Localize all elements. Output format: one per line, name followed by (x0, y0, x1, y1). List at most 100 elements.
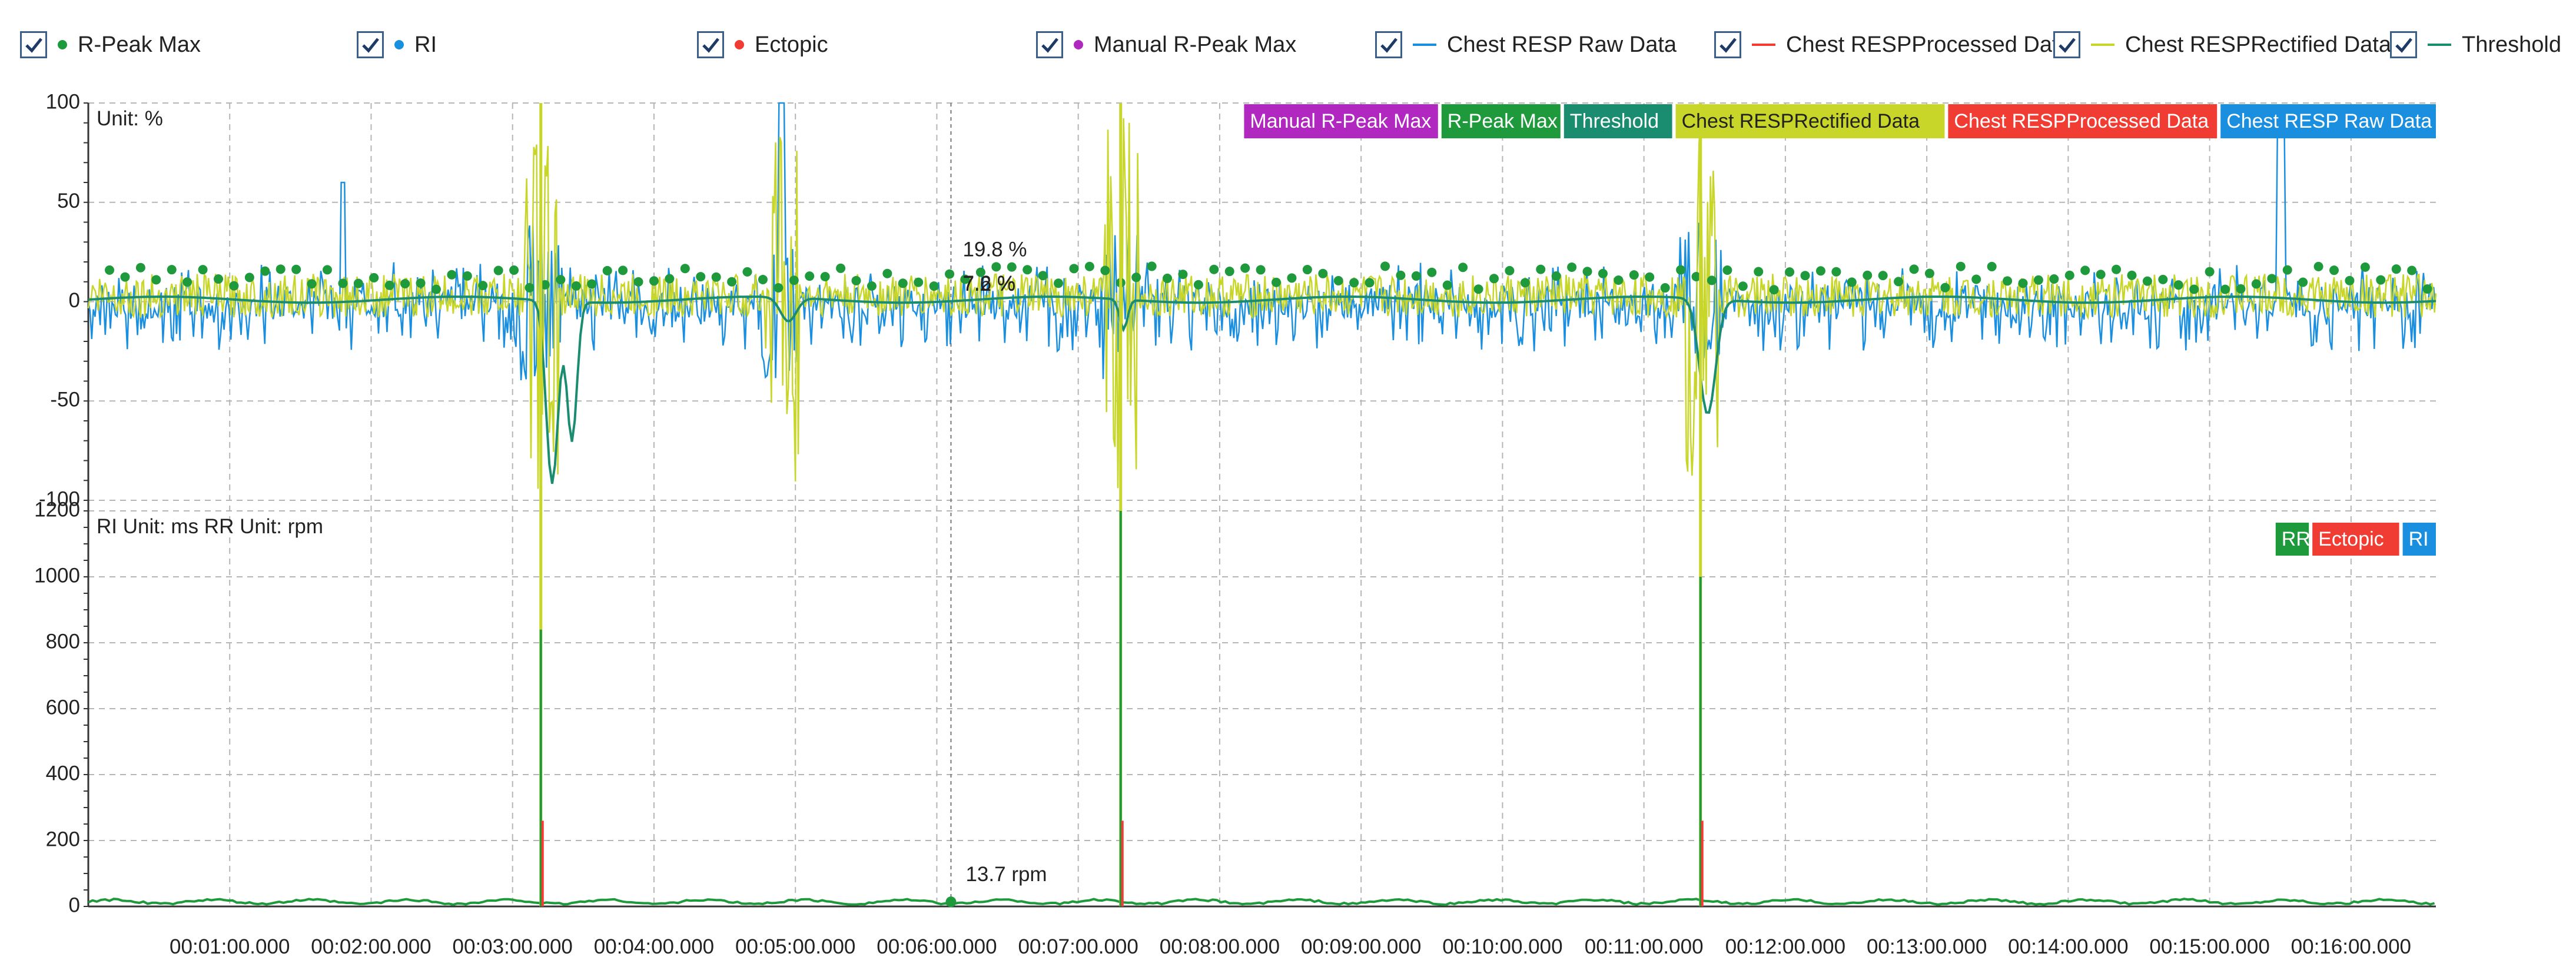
r-peak-dot (260, 266, 270, 276)
y-tick-label: 200 (46, 828, 80, 851)
r-peak-dot (291, 264, 301, 274)
r-peak-dot (1924, 268, 1934, 278)
r-peak-dot (1178, 270, 1188, 280)
x-tick-label: 00:05:00.000 (735, 935, 855, 958)
r-peak-dot (2112, 264, 2122, 274)
r-peak-dot (2267, 274, 2277, 284)
r-peak-dot (323, 265, 333, 275)
r-peak-dot (2189, 284, 2199, 294)
r-peak-dot (1598, 268, 1608, 278)
r-peak-dot (2080, 265, 2090, 275)
x-tick-label: 00:14:00.000 (2008, 935, 2128, 958)
checkbox[interactable] (1375, 31, 1402, 58)
r-peak-dot (1660, 283, 1670, 293)
r-peak-dot (774, 283, 784, 293)
top-series-label-text: Manual R-Peak Max (1250, 110, 1431, 132)
legend-toggle-chest-respprocessed-data[interactable]: Chest RESPProcessed Data (1714, 24, 2071, 66)
r-peak-dot (665, 274, 675, 284)
r-peak-dot (1582, 267, 1592, 277)
r-peak-dot (229, 281, 239, 291)
legend-toggle-chest-resp-raw-data[interactable]: Chest RESP Raw Data (1375, 24, 1677, 66)
legend-label: Chest RESPRectified Data (2125, 32, 2391, 57)
r-peak-dot (2205, 267, 2215, 277)
marker-dot-icon (394, 40, 404, 49)
checkbox[interactable] (2053, 31, 2080, 58)
x-tick-label: 00:08:00.000 (1160, 935, 1280, 958)
unit-label-top: Unit: % (97, 107, 163, 130)
legend-toggle-ectopic[interactable]: Ectopic (697, 24, 828, 66)
checkbox[interactable] (357, 31, 384, 58)
r-peak-dot (898, 278, 908, 288)
legend-toggle-threshold[interactable]: Threshold (2390, 24, 2561, 66)
top-series-label-box (1948, 104, 2218, 138)
r-peak-dot (447, 270, 457, 280)
r-peak-dot (1349, 278, 1359, 288)
r-peak-dot (914, 277, 924, 287)
r-peak-dot (960, 274, 970, 284)
checkbox[interactable] (20, 31, 47, 58)
x-tick-label: 00:11:00.000 (1585, 935, 1704, 958)
checkbox[interactable] (1714, 31, 1741, 58)
x-tick-label: 00:06:00.000 (877, 935, 997, 958)
series-threshold-line (88, 295, 2436, 484)
r-peak-dot (275, 264, 286, 274)
r-peak-dot (1614, 275, 1624, 285)
r-peak-dot (1691, 272, 1701, 282)
r-peak-dot (1940, 283, 1950, 293)
legend-label: R-Peak Max (78, 32, 201, 57)
r-peak-dot (525, 283, 535, 293)
bottom-series-label-text: Ectopic (2318, 528, 2384, 550)
legend-toggle-r-peak-max[interactable]: R-Peak Max (20, 24, 201, 66)
r-peak-dot (1287, 273, 1297, 283)
top-series-label-text: Threshold (1570, 110, 1659, 132)
legend-toggle-chest-resprectified-data[interactable]: Chest RESPRectified Data (2053, 24, 2391, 66)
top-series-label-box (1244, 104, 1438, 138)
legend-toggle-manual-r-peak-max[interactable]: Manual R-Peak Max (1036, 24, 1296, 66)
r-peak-dot (1645, 272, 1655, 282)
r-peak-dot (2313, 261, 2323, 271)
line-swatch-icon (1413, 44, 1436, 46)
r-peak-dot (1676, 265, 1686, 275)
r-peak-dot (135, 263, 145, 273)
r-peak-dot (1956, 261, 1966, 271)
r-peak-dot (680, 264, 690, 274)
r-peak-dot (1520, 278, 1530, 288)
r-peak-dot (384, 280, 394, 290)
r-peak-dot (1147, 261, 1157, 271)
line-swatch-icon (2428, 44, 2451, 46)
top-series-label-box (2220, 104, 2436, 138)
top-series-label-text: Chest RESP Raw Data (2226, 110, 2432, 132)
x-tick-label: 00:15:00.000 (2149, 935, 2269, 958)
r-peak-dot (991, 262, 1001, 272)
r-peak-dot (198, 265, 208, 275)
r-peak-dot (2298, 277, 2308, 287)
r-peak-dot (1707, 275, 1717, 285)
top-series-label-text: Chest RESPRectified Data (1682, 110, 1920, 132)
r-peak-dot (882, 268, 892, 278)
checkbox[interactable] (697, 31, 724, 58)
bottom-series-label-box (2312, 523, 2399, 556)
r-peak-dot (509, 265, 519, 275)
legend-toggle-ri[interactable]: RI (357, 24, 437, 66)
checkbox[interactable] (2390, 31, 2417, 58)
r-peak-dot (836, 263, 846, 273)
series-rr-line (88, 898, 2435, 906)
checkbox[interactable] (1036, 31, 1063, 58)
r-peak-dot (820, 272, 830, 282)
y-tick-label: 100 (46, 90, 80, 113)
y-tick-label: 800 (46, 630, 80, 653)
r-peak-dot (727, 277, 737, 287)
r-peak-dot (120, 272, 130, 282)
r-peak-dot (478, 281, 488, 291)
r-peak-dot (2173, 280, 2183, 290)
x-tick-label: 00:12:00.000 (1725, 935, 1845, 958)
y-tick-label: 400 (46, 762, 80, 785)
legend-label: Chest RESPProcessed Data (1786, 32, 2071, 57)
r-peak-dot (1754, 267, 1764, 277)
top-series-label-box (1441, 104, 1561, 138)
top-series-label-box (1675, 104, 1945, 138)
r-peak-dot (1722, 265, 1732, 275)
r-peak-dot (1069, 264, 1079, 274)
r-peak-dot (1738, 281, 1748, 291)
r-peak-dot (1458, 263, 1468, 273)
